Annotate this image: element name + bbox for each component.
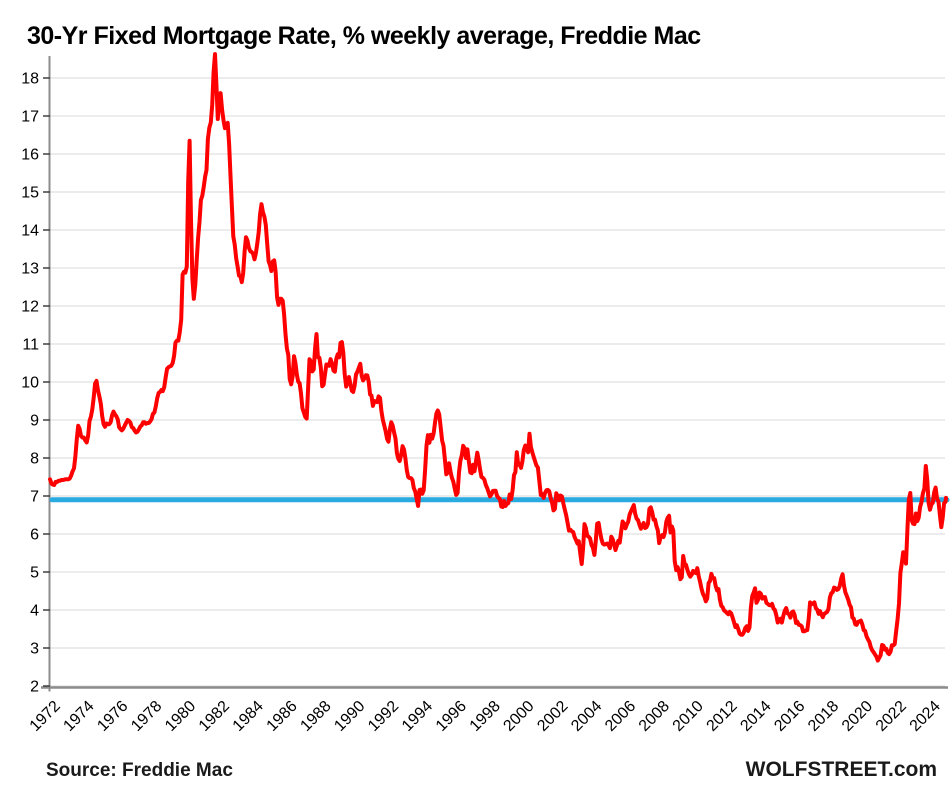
y-tick-label: 3 xyxy=(30,641,39,658)
x-tick-label: 2010 xyxy=(670,698,707,735)
x-tick-label: 2000 xyxy=(500,698,537,735)
x-tick-label: 2008 xyxy=(636,698,673,735)
x-tick-label: 1996 xyxy=(433,698,470,735)
y-tick-label: 17 xyxy=(21,109,39,126)
x-tick-label: 2016 xyxy=(771,698,808,735)
y-tick-label: 4 xyxy=(30,603,39,620)
y-tick-label: 7 xyxy=(30,489,39,506)
y-tick-label: 14 xyxy=(21,223,39,240)
y-tick-label: 5 xyxy=(30,565,39,582)
x-tick-label: 2022 xyxy=(873,698,910,735)
x-tick-label: 2004 xyxy=(568,698,605,735)
source-note: Source: Freddie Mac xyxy=(46,760,233,781)
x-tick-label: 1990 xyxy=(331,698,368,735)
x-tick-label: 2018 xyxy=(805,698,842,735)
x-tick-label: 1986 xyxy=(264,698,301,735)
x-tick-label: 1992 xyxy=(365,698,402,735)
x-tick-label: 1984 xyxy=(230,698,267,735)
x-tick-label: 1988 xyxy=(297,698,334,735)
y-tick-label: 18 xyxy=(21,71,39,88)
wolfstreet-branding: WOLFSTREET.com xyxy=(745,758,937,781)
y-tick-label: 12 xyxy=(21,299,39,316)
y-tick-label: 8 xyxy=(30,451,39,468)
mortgage-rate-chart: 2345678910111213141516171819721974197619… xyxy=(21,52,950,735)
x-tick-label: 1994 xyxy=(399,698,436,735)
y-tick-label: 13 xyxy=(21,261,39,278)
x-tick-label: 1980 xyxy=(162,698,199,735)
y-tick-label: 16 xyxy=(21,147,39,164)
x-tick-label: 1998 xyxy=(467,698,504,735)
x-tick-label: 1976 xyxy=(94,698,131,735)
y-tick-label: 2 xyxy=(30,679,39,696)
x-tick-label: 1978 xyxy=(128,698,165,735)
rate-line xyxy=(48,52,948,663)
y-tick-label: 11 xyxy=(22,337,39,354)
x-tick-label: 1982 xyxy=(196,698,233,735)
y-tick-label: 15 xyxy=(21,185,39,202)
x-tick-label: 2014 xyxy=(737,698,774,735)
x-tick-label: 1972 xyxy=(27,698,64,735)
y-tick-label: 6 xyxy=(30,527,39,544)
chart-title: 30-Yr Fixed Mortgage Rate, % weekly aver… xyxy=(27,22,701,50)
x-tick-label: 2024 xyxy=(907,698,944,735)
x-tick-label: 2002 xyxy=(534,698,571,735)
x-tick-label: 1974 xyxy=(60,698,97,735)
x-tick-label: 2006 xyxy=(602,698,639,735)
y-tick-label: 9 xyxy=(30,413,39,430)
x-tick-label: 2012 xyxy=(704,698,741,735)
y-tick-label: 10 xyxy=(21,375,39,392)
x-tick-label: 2020 xyxy=(839,698,876,735)
